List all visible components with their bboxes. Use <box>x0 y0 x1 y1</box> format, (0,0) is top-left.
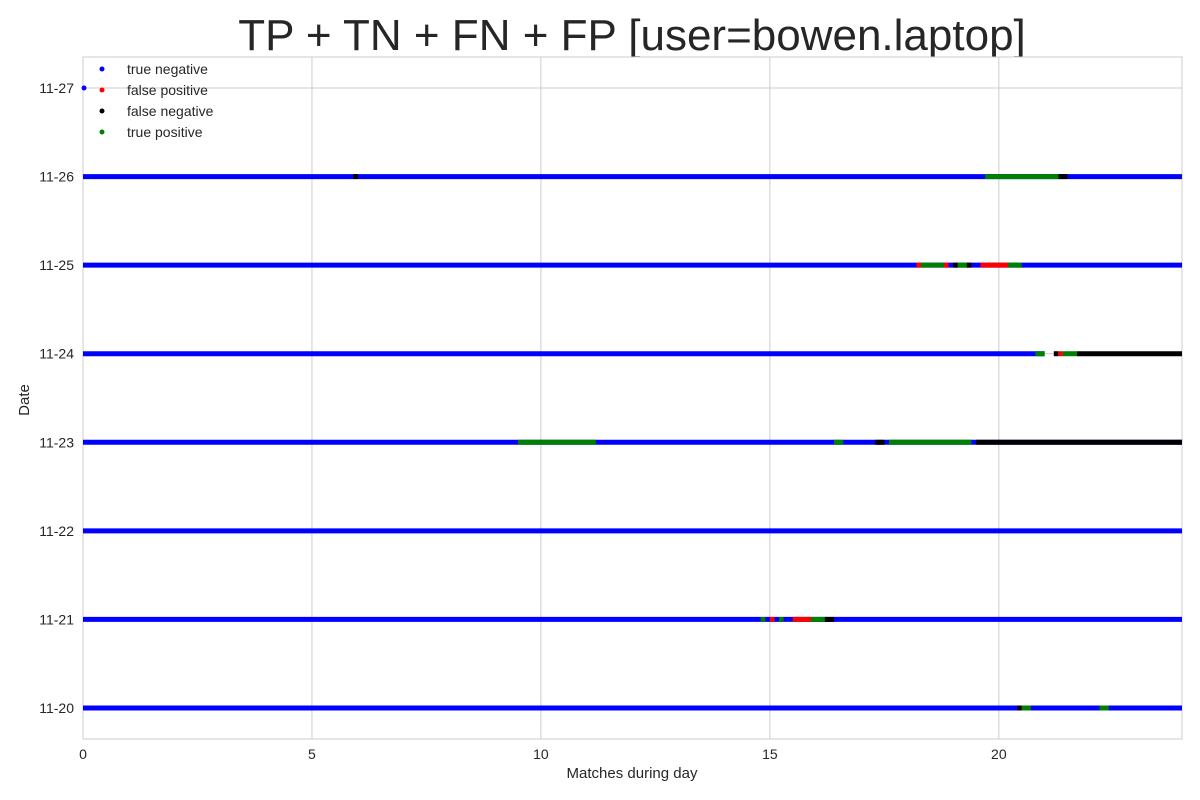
chart-title: TP + TN + FN + FP [user=bowen.laptop] <box>238 11 1026 60</box>
series-false-positive <box>769 262 1063 622</box>
legend-label: false negative <box>127 103 214 119</box>
legend-marker <box>99 108 105 114</box>
series-true-negative <box>81 85 1182 711</box>
y-tick-label: 11-22 <box>39 523 74 539</box>
x-tick-label: 20 <box>991 746 1007 762</box>
x-tick-label: 10 <box>533 746 549 762</box>
data-point <box>81 85 87 91</box>
y-tick-label: 11-24 <box>39 346 74 362</box>
series-true-positive <box>518 174 1109 711</box>
legend-marker <box>99 87 105 93</box>
legend-label: true negative <box>127 61 208 77</box>
series-layer <box>81 85 1182 711</box>
y-tick-label: 11-21 <box>39 611 74 627</box>
legend-label: true positive <box>127 124 203 140</box>
y-axis-label: Date <box>16 384 33 416</box>
y-tick-label: 11-25 <box>39 257 74 273</box>
legend-label: false positive <box>127 82 208 98</box>
x-tick-label: 15 <box>762 746 778 762</box>
legend-marker <box>99 66 105 72</box>
y-tick-label: 11-27 <box>39 80 74 96</box>
y-axis-ticks: 11-20 11-21 11-22 11-23 11-24 11-25 11-26 11-27 <box>39 80 74 716</box>
legend-marker <box>99 129 105 135</box>
y-tick-label: 11-20 <box>39 700 74 716</box>
series-false-negative <box>353 174 1182 711</box>
y-tick-label: 11-23 <box>39 434 74 450</box>
x-axis-label: Matches during day <box>567 765 698 782</box>
legend: true negative false positive false negativ… <box>99 61 214 140</box>
plot-area <box>82 56 1183 740</box>
x-tick-label: 0 <box>79 746 87 762</box>
x-axis-ticks: 0 5 10 15 20 <box>79 746 1007 762</box>
x-tick-label: 5 <box>308 746 316 762</box>
y-tick-label: 11-26 <box>39 169 74 185</box>
